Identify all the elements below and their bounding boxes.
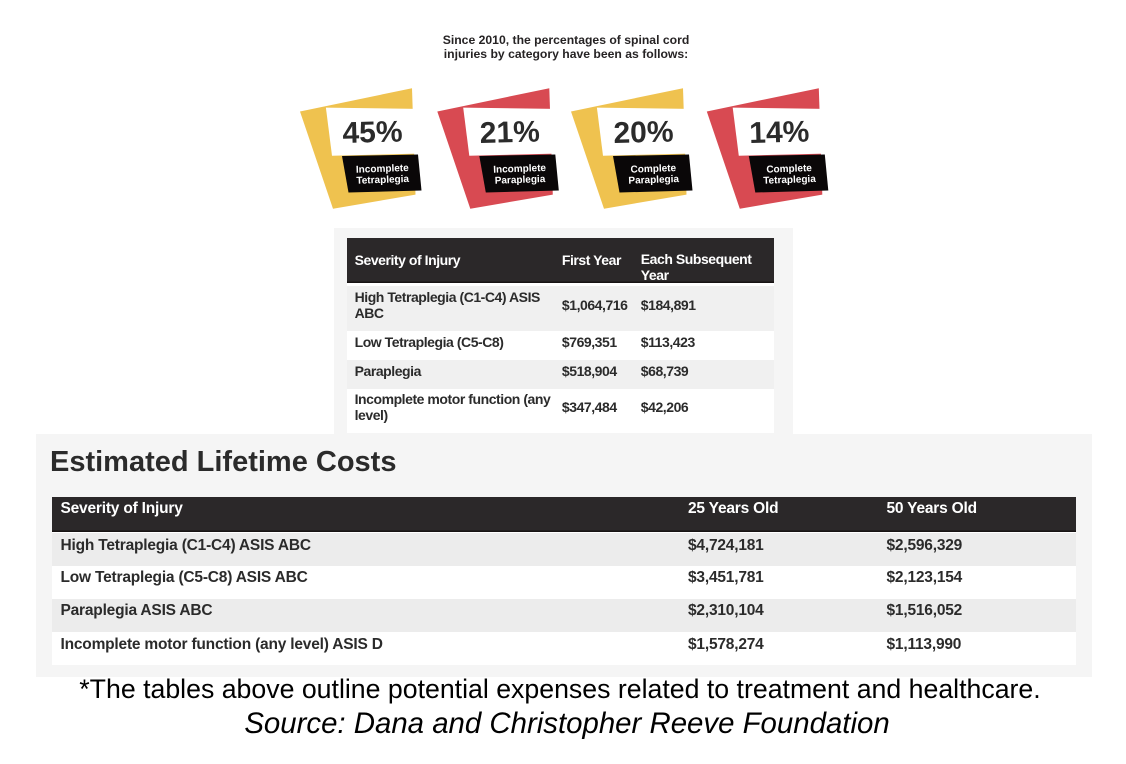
svg-text:45%: 45% xyxy=(342,115,403,150)
svg-text:Paraplegia: Paraplegia xyxy=(495,174,546,187)
svg-text:Complete: Complete xyxy=(766,163,812,176)
svg-text:Paraplegia: Paraplegia xyxy=(628,174,679,187)
svg-text:Complete: Complete xyxy=(630,163,676,176)
svg-text:Tetraplegia: Tetraplegia xyxy=(763,174,816,187)
svg-text:14%: 14% xyxy=(749,115,810,150)
svg-text:Tetraplegia: Tetraplegia xyxy=(356,174,409,187)
svg-text:21%: 21% xyxy=(479,115,540,150)
svg-text:20%: 20% xyxy=(613,115,674,150)
svg-text:Incomplete: Incomplete xyxy=(493,163,547,176)
svg-text:Incomplete: Incomplete xyxy=(356,163,410,176)
